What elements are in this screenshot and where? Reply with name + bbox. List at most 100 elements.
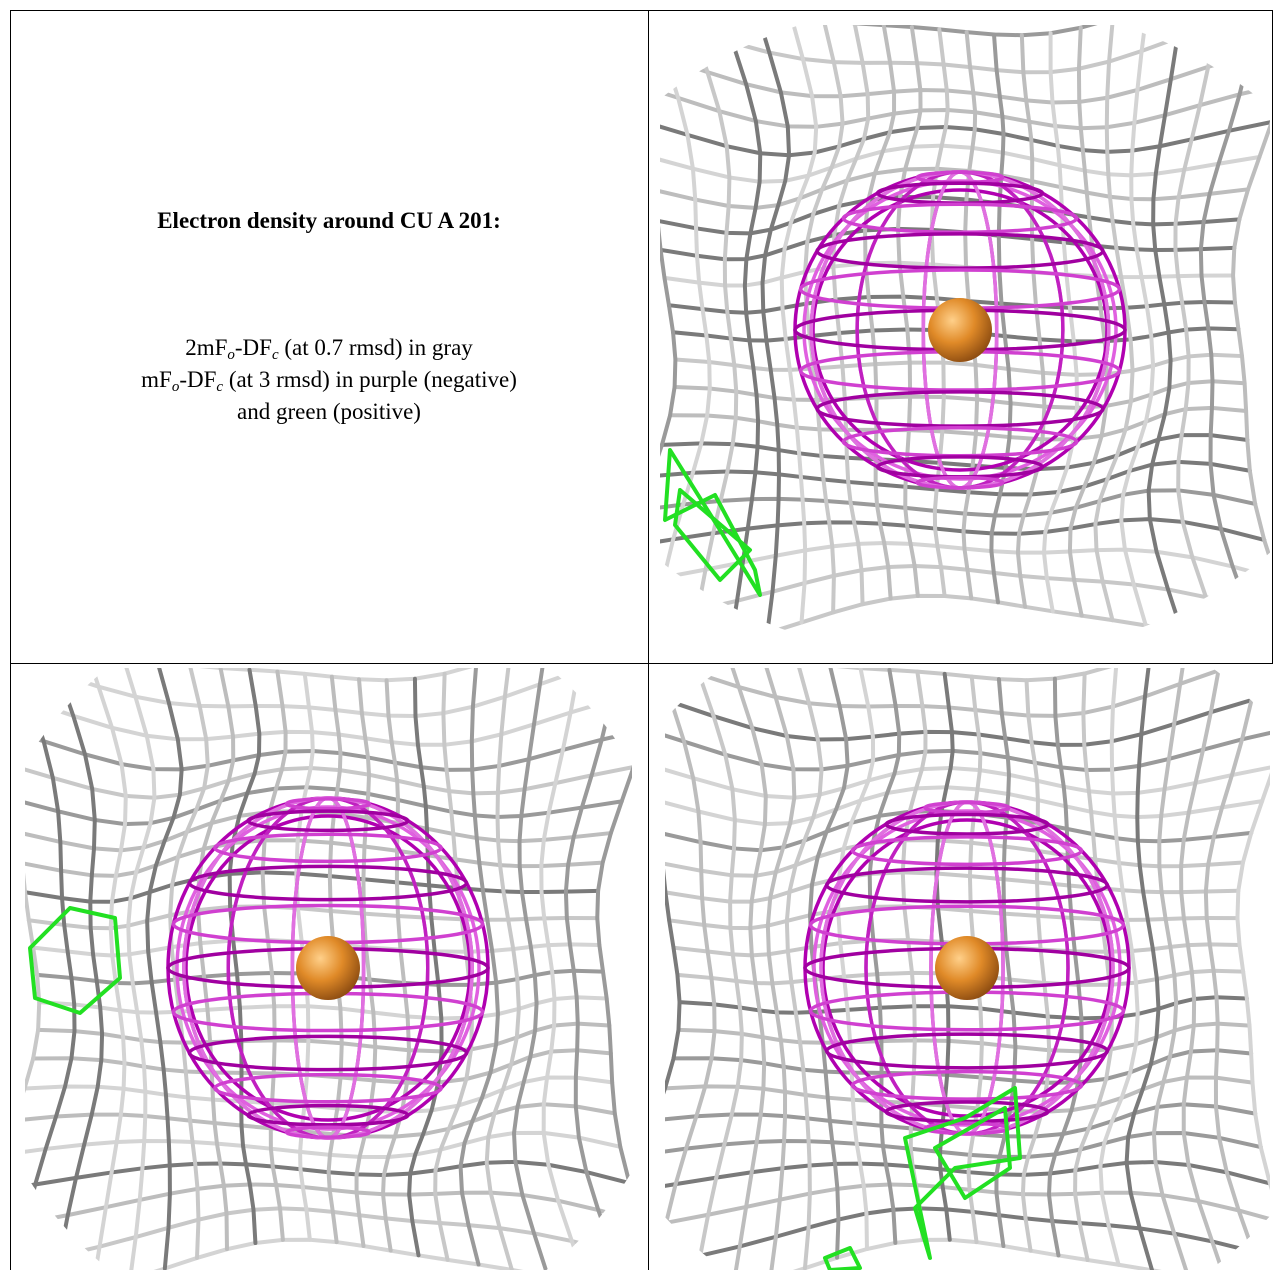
- mesh-line: [660, 433, 1250, 472]
- mesh-line: [458, 668, 500, 1267]
- mesh-line: [25, 724, 632, 772]
- mesh-line: [665, 685, 1270, 747]
- text: -DF: [179, 367, 217, 392]
- mesh-line: [660, 41, 1270, 105]
- gray-mesh: [665, 668, 1270, 1270]
- mesh-line: [26, 904, 600, 931]
- gray-mesh: [25, 668, 632, 1270]
- green-mesh: [903, 1086, 1022, 1260]
- mesh-line: [660, 119, 1270, 158]
- mesh-line: [25, 668, 42, 1270]
- table-border: [10, 663, 1273, 664]
- mesh-line: [227, 668, 262, 1246]
- caption-cell: Electron density around CU A 201: 2mFo-D…: [12, 12, 646, 661]
- mesh-latitude: [284, 797, 372, 811]
- mesh-line: [665, 870, 1241, 904]
- mesh-line: [1073, 671, 1114, 1263]
- mesh-line: [722, 668, 768, 1270]
- mesh-line: [25, 1237, 632, 1270]
- mesh-line: [1119, 25, 1156, 628]
- mesh-line: [677, 995, 1249, 1021]
- mesh-line: [42, 668, 105, 1270]
- mesh-line: [994, 677, 1018, 1249]
- mesh-line: [660, 166, 1251, 210]
- mesh-line: [867, 668, 902, 1245]
- mesh-line: [665, 1182, 1270, 1233]
- mesh-latitude: [884, 812, 1050, 836]
- caption-body: 2mFo-DFc (at 0.7 rmsd) in gray mFo-DFc (…: [12, 332, 646, 428]
- green-mesh: [933, 1106, 1012, 1200]
- mesh-line: [1098, 668, 1140, 1267]
- mesh-line: [896, 25, 923, 598]
- mesh-line: [81, 668, 128, 1270]
- mesh-line: [1146, 25, 1187, 635]
- mesh-line: [1198, 25, 1266, 635]
- mesh-line: [1093, 25, 1135, 623]
- mesh-line: [381, 678, 412, 1253]
- mesh-latitude: [923, 800, 1011, 815]
- subscript: c: [216, 379, 224, 395]
- mesh-line: [145, 668, 184, 1270]
- mesh-line: [660, 25, 1270, 75]
- mesh-line: [784, 668, 824, 1270]
- mesh-line: [36, 1021, 612, 1054]
- mesh-line: [665, 668, 682, 1270]
- mesh-line: [1231, 25, 1270, 635]
- mesh-line: [1235, 668, 1270, 1270]
- caption-line: and green (positive): [12, 396, 646, 428]
- mesh-line: [662, 260, 1236, 288]
- copper-atom: [935, 936, 999, 1000]
- mesh-latitude: [850, 835, 1084, 867]
- mesh-line: [407, 676, 444, 1258]
- mesh-line: [676, 1021, 1252, 1054]
- mesh-line: [1179, 668, 1230, 1270]
- mesh-line: [803, 25, 845, 615]
- mesh-line: [25, 838, 605, 878]
- green-mesh: [28, 906, 122, 1015]
- mesh-line: [676, 25, 739, 635]
- mesh-line: [25, 668, 632, 683]
- mesh-line: [1151, 668, 1191, 1270]
- subscript: o: [227, 347, 235, 363]
- mesh-line: [665, 668, 1270, 718]
- density-image: [665, 668, 1270, 1270]
- mesh-line: [1173, 25, 1226, 635]
- subscript: o: [171, 379, 180, 395]
- mesh-line: [25, 1182, 632, 1233]
- mesh-line: [260, 669, 288, 1242]
- mesh-line: [25, 1130, 623, 1159]
- mesh-line: [512, 668, 551, 1270]
- mesh-line: [660, 564, 1270, 628]
- mesh-latitude: [923, 1121, 1011, 1136]
- mesh-line: [759, 668, 797, 1270]
- mesh-line: [25, 668, 77, 1270]
- table-border: [1272, 10, 1273, 663]
- density-image: [660, 25, 1270, 635]
- mesh-line: [37, 995, 609, 1021]
- mesh-line: [682, 668, 744, 1270]
- mesh-line: [668, 405, 1249, 442]
- mesh-line: [25, 762, 632, 800]
- mesh-line: [665, 1206, 1270, 1270]
- mesh-line: [1203, 668, 1270, 1270]
- caption-line: 2mFo-DFc (at 0.7 rmsd) in gray: [12, 332, 646, 364]
- mesh-line: [900, 669, 928, 1242]
- mesh-latitude: [824, 1032, 1110, 1070]
- mesh-line: [660, 25, 1270, 38]
- green-mesh: [823, 1246, 862, 1270]
- mesh-latitude: [213, 832, 443, 864]
- mesh-line: [836, 668, 876, 1252]
- mesh-latitude: [884, 1100, 1050, 1124]
- mesh-line: [1124, 668, 1161, 1270]
- text: mF: [141, 367, 172, 392]
- mesh-line: [665, 762, 1270, 800]
- mesh-line: [1046, 676, 1084, 1258]
- mesh-line: [671, 1048, 1254, 1085]
- mesh-line: [1020, 678, 1052, 1253]
- mesh-shell: [175, 805, 481, 1131]
- mesh-line: [354, 677, 378, 1248]
- mesh-line: [665, 668, 717, 1270]
- density-image: [25, 668, 632, 1270]
- mesh-line: [484, 668, 521, 1270]
- mesh-line: [1067, 25, 1110, 618]
